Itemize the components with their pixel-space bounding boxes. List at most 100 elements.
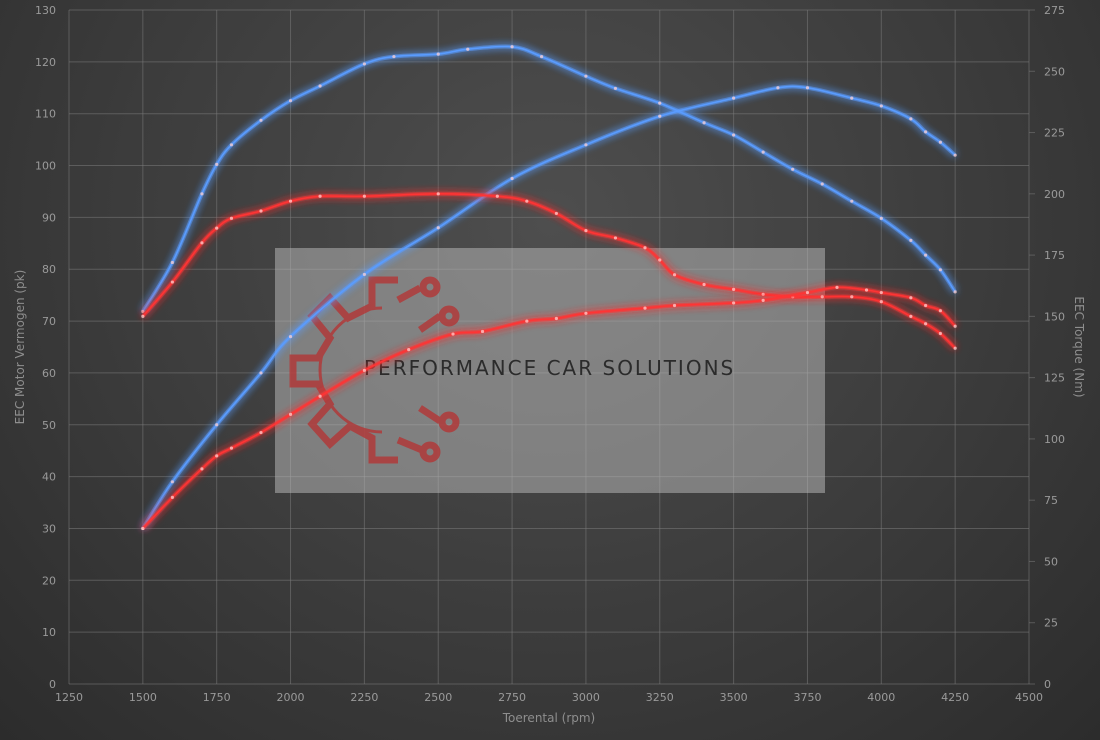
data-point <box>318 194 322 198</box>
series-power_tuned <box>141 84 957 531</box>
data-point <box>938 331 942 336</box>
data-point <box>732 133 736 137</box>
data-point <box>584 311 588 315</box>
data-point <box>141 309 145 314</box>
data-point <box>953 153 957 157</box>
series <box>141 44 957 531</box>
data-point <box>215 423 219 427</box>
data-point <box>850 295 854 299</box>
y2-tick-label: 200 <box>1044 188 1065 201</box>
data-point <box>820 295 824 299</box>
data-point <box>953 290 957 294</box>
data-point <box>362 194 366 198</box>
y-tick-label: 50 <box>42 419 56 432</box>
data-point <box>362 62 366 66</box>
data-point <box>953 324 957 328</box>
data-point <box>643 246 647 250</box>
x-axis-title: Toerental (rpm) <box>502 711 595 725</box>
y2-tick-label: 50 <box>1044 555 1058 568</box>
x-tick-label: 4000 <box>867 691 895 704</box>
data-point <box>879 104 883 108</box>
data-point <box>850 96 854 100</box>
data-point <box>953 346 957 350</box>
data-point <box>170 495 174 499</box>
y2-tick-label: 75 <box>1044 494 1058 507</box>
data-point <box>938 140 942 144</box>
data-point <box>170 260 174 265</box>
y-tick-label: 120 <box>35 56 56 69</box>
data-point <box>702 121 706 125</box>
data-point <box>200 192 204 196</box>
data-point <box>924 130 928 134</box>
x-tick-label: 3500 <box>720 691 748 704</box>
data-point <box>938 268 942 272</box>
x-tick-label: 4250 <box>941 691 969 704</box>
data-point <box>259 118 263 122</box>
y2-tick-label: 250 <box>1044 65 1065 78</box>
data-point <box>525 199 529 203</box>
data-point <box>805 290 810 295</box>
x-tick-label: 3750 <box>793 691 821 704</box>
y2-tick-label: 225 <box>1044 127 1065 140</box>
data-point <box>761 292 765 296</box>
data-point <box>835 285 839 289</box>
data-point <box>480 329 485 334</box>
y-tick-label: 20 <box>42 574 56 587</box>
y-tick-label: 60 <box>42 367 56 380</box>
data-point <box>584 143 588 147</box>
data-point <box>141 314 145 318</box>
x-tick-label: 3000 <box>572 691 600 704</box>
data-point <box>407 347 411 352</box>
y2-tick-label: 275 <box>1044 4 1065 17</box>
data-point <box>170 280 174 284</box>
watermark-text: PERFORMANCE CAR SOLUTIONS <box>364 356 735 380</box>
data-point <box>732 96 736 100</box>
data-point <box>392 54 396 59</box>
data-point <box>141 526 145 531</box>
data-point <box>525 319 529 323</box>
data-point <box>229 446 234 450</box>
data-point <box>879 216 883 220</box>
y2-tick-label: 175 <box>1044 249 1065 262</box>
y-tick-label: 90 <box>42 211 56 224</box>
data-point <box>672 273 677 277</box>
data-point <box>362 368 366 372</box>
series-torque_stock <box>141 191 957 350</box>
data-point <box>732 287 736 292</box>
data-point <box>924 322 928 326</box>
data-point <box>791 167 795 171</box>
data-point <box>170 480 174 484</box>
y2-tick-label: 25 <box>1044 617 1058 630</box>
data-point <box>259 371 263 375</box>
series-line <box>142 45 956 312</box>
data-point <box>658 258 662 262</box>
data-point <box>658 114 662 118</box>
data-point <box>200 467 204 471</box>
data-point <box>288 99 293 103</box>
data-point <box>643 306 647 310</box>
data-point <box>761 298 765 302</box>
data-point <box>761 150 765 154</box>
y-tick-label: 80 <box>42 263 56 276</box>
data-point <box>318 394 322 398</box>
x-tick-label: 1750 <box>203 691 231 704</box>
y-tick-label: 100 <box>35 160 56 173</box>
x-tick-label: 3250 <box>646 691 674 704</box>
x-tick-label: 2000 <box>277 691 305 704</box>
series-power_stock <box>141 285 957 531</box>
data-point <box>554 316 558 321</box>
data-point <box>259 209 263 213</box>
data-point <box>909 117 913 121</box>
gear-circuit-logo-icon <box>289 276 460 464</box>
data-point <box>584 228 588 233</box>
data-point <box>229 143 234 147</box>
data-point <box>200 241 204 245</box>
data-point <box>215 226 219 230</box>
data-point <box>702 282 706 287</box>
data-point <box>938 309 942 313</box>
data-point <box>540 54 544 59</box>
y-tick-label: 10 <box>42 626 56 639</box>
data-point <box>613 86 618 91</box>
y2-tick-label: 150 <box>1044 310 1065 323</box>
